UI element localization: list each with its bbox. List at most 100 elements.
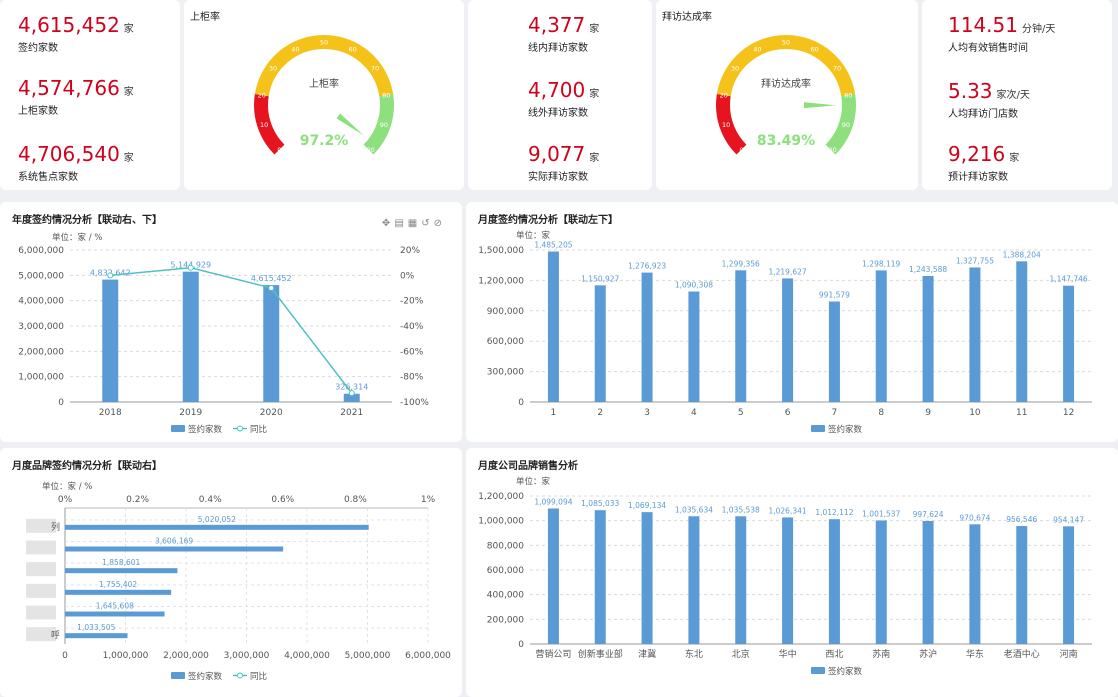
- blurred-category-label: [26, 627, 56, 642]
- bar: [641, 272, 653, 402]
- bar: [65, 524, 369, 530]
- bar-value-label: 991,579: [819, 291, 850, 300]
- visit-rate-gauge: 0 10 20 30 40 50 60 70 80 90 100 拜访达成率 83.49%: [716, 35, 856, 155]
- gauge-tick-label: 70: [371, 64, 379, 72]
- gauge-center-label: 上柜率: [309, 77, 339, 90]
- gauge-tick-label: 100: [824, 146, 836, 154]
- gauge-band-green: [825, 94, 856, 155]
- bar: [828, 519, 840, 644]
- y2-tick-label: -100%: [400, 398, 429, 408]
- bar: [875, 270, 887, 402]
- legend-label: 签约家数: [828, 424, 863, 435]
- x-tick-label: 苏南: [872, 648, 890, 660]
- kpi-unit: 家: [123, 153, 134, 164]
- bar: [547, 251, 559, 402]
- legend-swatch-bar: [171, 672, 185, 679]
- x-tick-label: 创新事业部: [578, 648, 623, 660]
- bar-value-label: 1,219,627: [768, 267, 806, 276]
- x-tick-label: 7: [832, 408, 838, 418]
- bar: [1063, 526, 1075, 644]
- kpi-label: 线外拜访家数: [528, 108, 588, 119]
- save-image-icon[interactable]: ⊘: [433, 218, 446, 229]
- move-icon[interactable]: ✥: [381, 218, 395, 229]
- x-tick-label: 3,000,000: [224, 651, 270, 661]
- bar-value-label: 1,035,538: [722, 505, 760, 514]
- x2-tick-label: 0.2%: [126, 495, 149, 505]
- gauge-center-label: 拜访达成率: [761, 77, 811, 90]
- bar: [969, 524, 981, 644]
- panel-monthly-signing: 月度签约情况分析【联动左下】 单位：家 0 300,000 600,000 900,00…: [466, 202, 1118, 442]
- y-tick-label: 600,000: [487, 337, 524, 347]
- y-tick-label: 呼: [51, 630, 60, 641]
- bar: [688, 291, 700, 402]
- bar-value-label: 1,755,402: [99, 580, 137, 589]
- x-tick-label: 北京: [732, 648, 750, 660]
- gauge-tick-label: 90: [842, 121, 850, 129]
- x-tick-label: 老酒中心: [1004, 648, 1040, 660]
- x-tick-label: 苏沪: [919, 648, 937, 660]
- bar: [343, 393, 360, 402]
- y2-tick-label: 20%: [400, 246, 420, 256]
- x-tick-label: 营销公司: [535, 648, 571, 660]
- line-point: [107, 272, 114, 279]
- blurred-category-label: [26, 562, 56, 577]
- bar-value-label: 5,020,052: [198, 515, 236, 524]
- brand-signing-chart: 单位：家 / % 0% 0.2% 0.4% 0.6% 0.8% 1% 0 1,000,000 2,…: [26, 481, 451, 682]
- bar: [641, 512, 653, 644]
- bar: [875, 520, 887, 644]
- kpi-value: 4,706,540: [18, 142, 120, 166]
- x-tick-label: 2021: [340, 408, 363, 418]
- x-tick-label: 2019: [179, 408, 202, 418]
- panel-annual-signing: 年度签约情况分析【联动右、下】 ✥▤▦↺⊘ 单位：家 / % 0 1,000,000…: [0, 202, 462, 442]
- kpi-value: 9,077: [528, 142, 586, 166]
- gauge-band-green: [363, 94, 394, 155]
- bar: [1016, 261, 1028, 402]
- kpi-label: 人均拜访门店数: [948, 109, 1018, 120]
- y-tick-label: 1,200,000: [478, 492, 524, 502]
- gauge-value: 83.49%: [757, 133, 815, 149]
- kpi-value: 4,700: [528, 78, 586, 102]
- gauge-tick-label: 30: [731, 64, 739, 72]
- bar: [65, 568, 178, 574]
- bar: [969, 267, 981, 402]
- kpi-actual-visits: 9,077 家 实际拜访家数: [528, 143, 599, 183]
- kpi-label: 线内拜访家数: [528, 43, 588, 54]
- bar: [828, 301, 840, 402]
- kpi-label: 签约家数: [18, 43, 58, 54]
- bar-switch-icon[interactable]: ▦: [407, 218, 422, 229]
- x-tick-label: 4,000,000: [284, 651, 330, 661]
- data-view-icon[interactable]: ▤: [394, 218, 408, 229]
- kpi-unit: 家: [123, 87, 134, 98]
- x-tick-label: 2020: [260, 408, 283, 418]
- bar-value-label: 1,099,094: [534, 497, 572, 506]
- bar: [102, 279, 119, 402]
- unit-label: 单位：家: [516, 230, 551, 241]
- gauge-needle: [336, 113, 364, 136]
- legend-swatch-bar: [171, 425, 185, 432]
- kpi-card-efficiency: 114.51 分钟/天 人均有效销售时间 5.33 家次/天 人均拜访门店数 9,2…: [922, 0, 1112, 190]
- kpi-label: 实际拜访家数: [528, 172, 588, 183]
- gauge-band-red: [716, 94, 747, 155]
- x-tick-label: 4: [691, 408, 697, 418]
- bar-value-label: 956,546: [1006, 515, 1037, 524]
- gauge-tick-label: 0: [739, 146, 743, 154]
- bar: [594, 510, 606, 644]
- x2-tick-label: 0.4%: [199, 495, 222, 505]
- bar: [782, 278, 794, 402]
- x2-tick-label: 0%: [58, 495, 73, 505]
- kpi-unit: 家: [123, 24, 134, 35]
- bar: [547, 508, 559, 644]
- bar: [263, 285, 280, 402]
- restore-icon[interactable]: ↺: [421, 218, 434, 229]
- y-tick-label: 600,000: [487, 566, 524, 576]
- bar-value-label: 1,327,755: [956, 256, 994, 265]
- kpi-in-route-visits: 4,377 家 线内拜访家数: [528, 14, 599, 54]
- x-tick-label: 6: [785, 408, 791, 418]
- bar-value-label: 1,150,927: [581, 274, 619, 283]
- panel-brand-signing: 月度品牌签约情况分析【联动右】 单位：家 / % 0% 0.2% 0.4% 0.6% 0.…: [0, 448, 462, 697]
- kpi-visits-per-day: 5.33 家次/天 人均拜访门店数: [948, 80, 1030, 120]
- kpi-unit: 家: [1009, 153, 1020, 164]
- y2-tick-label: -60%: [400, 347, 424, 357]
- blurred-category-label: [26, 583, 56, 598]
- y-tick-label: 1,500,000: [478, 246, 524, 256]
